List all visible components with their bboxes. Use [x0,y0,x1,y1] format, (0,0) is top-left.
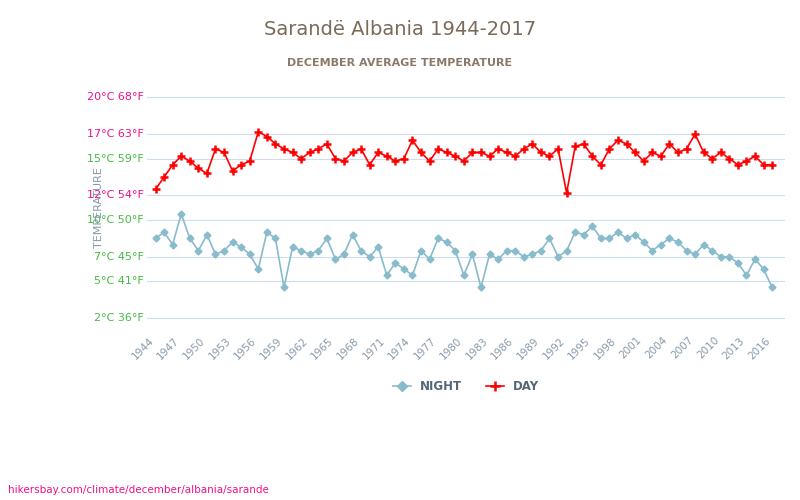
Text: 10°C 50°F: 10°C 50°F [87,215,144,225]
Text: 5°C 41°F: 5°C 41°F [94,276,144,286]
Text: 15°C 59°F: 15°C 59°F [87,154,144,164]
Text: 20°C 68°F: 20°C 68°F [87,92,144,102]
Text: 7°C 45°F: 7°C 45°F [94,252,144,262]
Text: 12°C 54°F: 12°C 54°F [87,190,144,200]
Text: hikersbay.com/climate/december/albania/sarande: hikersbay.com/climate/december/albania/s… [8,485,269,495]
Text: DECEMBER AVERAGE TEMPERATURE: DECEMBER AVERAGE TEMPERATURE [287,58,513,68]
Text: Sarandë Albania 1944-2017: Sarandë Albania 1944-2017 [264,20,536,39]
Legend: NIGHT, DAY: NIGHT, DAY [388,376,544,398]
Text: TEMPERATURE: TEMPERATURE [94,168,104,248]
Text: 2°C 36°F: 2°C 36°F [94,313,144,323]
Text: 17°C 63°F: 17°C 63°F [87,129,144,139]
